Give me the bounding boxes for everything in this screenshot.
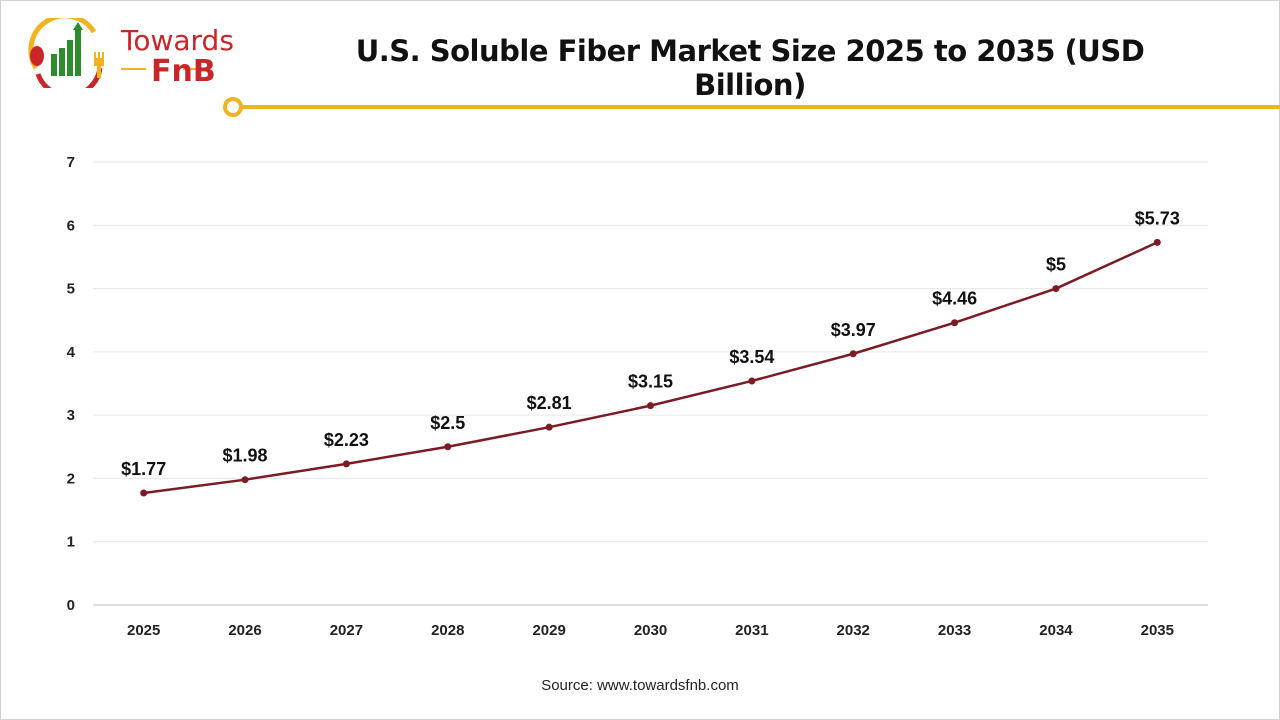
x-tick-label: 2027 (330, 622, 363, 639)
data-point (1052, 285, 1060, 293)
x-tick-label: 2035 (1141, 622, 1174, 639)
y-tick-label: 6 (67, 217, 75, 234)
y-tick-label: 7 (67, 154, 75, 171)
series-line (143, 241, 1158, 495)
x-tick-label: 2026 (228, 622, 261, 639)
logo-rules (121, 68, 206, 70)
data-label: $2.5 (430, 413, 465, 433)
data-label: $3.97 (831, 320, 876, 340)
data-label: $1.77 (121, 459, 166, 479)
data-label: $5.73 (1135, 208, 1180, 228)
data-point (545, 423, 553, 431)
data-point (647, 402, 654, 410)
data-label: $4.46 (932, 289, 977, 309)
x-tick-label: 2025 (127, 622, 160, 639)
y-tick-label: 4 (67, 344, 76, 361)
logo-text: Towards (121, 24, 234, 57)
logo: Towards FnB (24, 13, 234, 99)
x-tick-label: 2030 (634, 622, 667, 639)
logo-icon (28, 13, 104, 99)
y-tick-label: 1 (67, 534, 75, 551)
x-tick-label: 2032 (837, 622, 870, 639)
data-label: $1.98 (223, 446, 268, 466)
y-tick-label: 0 (67, 597, 75, 614)
data-label: $3.15 (628, 372, 673, 392)
y-tick-label: 3 (67, 407, 75, 424)
data-label: $5 (1046, 255, 1066, 275)
y-tick-label: 2 (67, 470, 75, 487)
data-label: $2.81 (527, 393, 572, 413)
data-point (951, 319, 959, 327)
data-point (1153, 238, 1161, 246)
x-tick-label: 2028 (431, 622, 464, 639)
data-point (849, 350, 857, 358)
x-tick-label: 2029 (532, 622, 565, 639)
x-tick-label: 2034 (1039, 622, 1073, 639)
data-label: $3.54 (729, 347, 774, 367)
logo-subtext: FnB (151, 54, 216, 89)
y-tick-label: 5 (67, 281, 75, 298)
data-point (140, 489, 148, 497)
chart-title: U.S. Soluble Fiber Market Size 2025 to 2… (355, 34, 1145, 102)
x-tick-label: 2031 (735, 622, 768, 639)
data-point (241, 476, 249, 484)
data-point (444, 443, 452, 451)
data-point (342, 460, 350, 468)
x-tick-label: 2033 (938, 622, 971, 639)
source-note: Source: www.towardsfnb.com (541, 677, 739, 694)
data-label: $2.23 (324, 430, 369, 450)
data-point (748, 377, 756, 385)
